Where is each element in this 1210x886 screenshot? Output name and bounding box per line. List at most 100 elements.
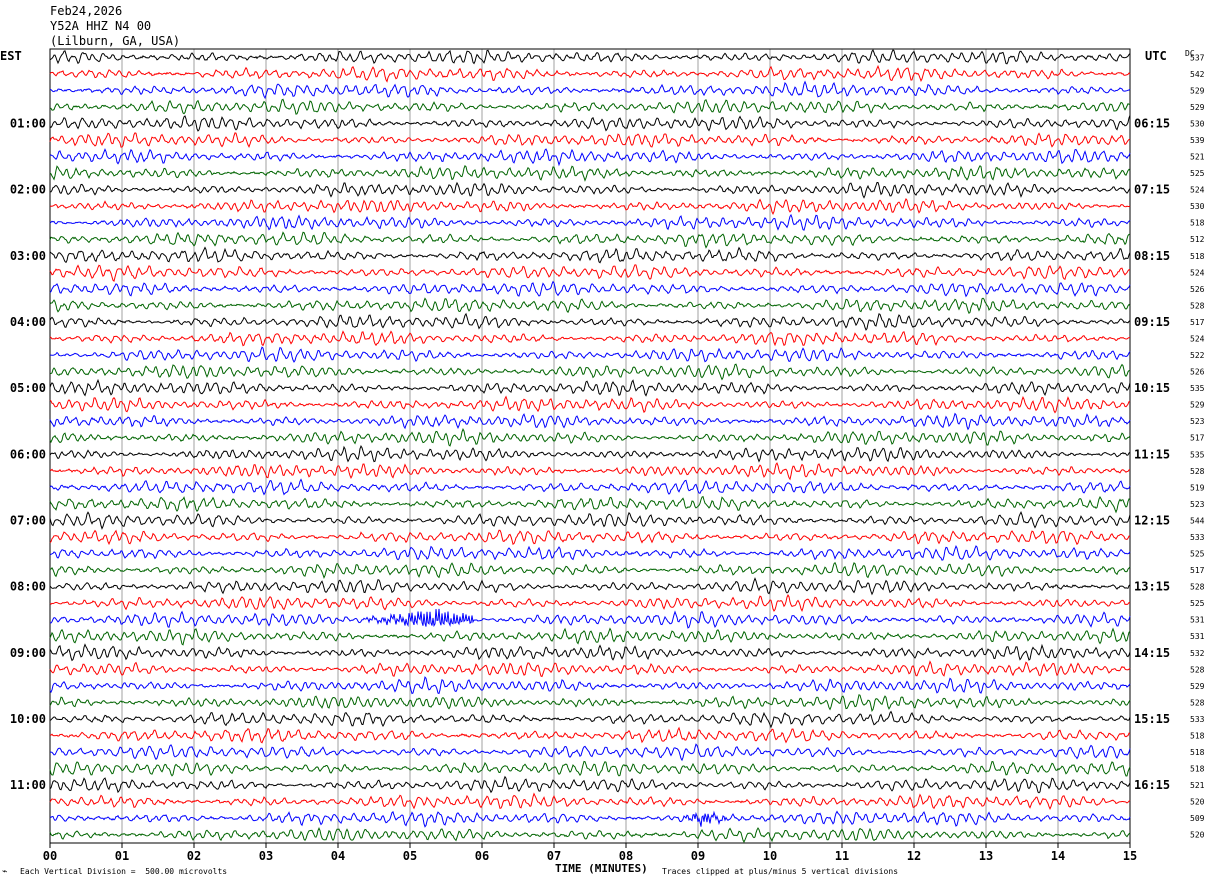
dc-offset-label: 523 <box>1190 500 1205 509</box>
seismic-trace <box>49 198 1131 216</box>
seismic-trace <box>49 627 1131 646</box>
dc-offset-label: 528 <box>1190 583 1205 592</box>
left-hour-label: 04:00 <box>10 315 46 329</box>
seismic-trace <box>49 710 1131 729</box>
dc-offset-label: 533 <box>1190 533 1205 542</box>
dc-offset-label: 529 <box>1190 86 1205 95</box>
dc-offset-label: 526 <box>1190 285 1205 294</box>
left-hour-label: 05:00 <box>10 381 46 395</box>
seismic-trace <box>49 810 1131 828</box>
dc-offset-label: 520 <box>1190 831 1205 840</box>
dc-offset-label: 528 <box>1190 698 1205 707</box>
seismic-trace <box>49 676 1131 695</box>
seismic-trace <box>49 412 1131 431</box>
dc-offset-label: 509 <box>1190 814 1205 823</box>
x-tick-label: 09 <box>691 849 705 863</box>
seismic-trace <box>49 246 1131 264</box>
dc-offset-label: 542 <box>1190 70 1205 79</box>
right-hour-label: 06:15 <box>1134 116 1170 130</box>
seismic-trace <box>49 826 1131 843</box>
right-hour-label: 14:15 <box>1134 646 1170 660</box>
x-tick-label: 05 <box>403 849 417 863</box>
seismic-trace <box>49 577 1131 596</box>
header-location: (Lilburn, GA, USA) <box>50 34 181 48</box>
dc-offset-label: 533 <box>1190 715 1205 724</box>
seismic-trace <box>49 495 1131 514</box>
dc-offset-label: 531 <box>1190 616 1205 625</box>
seismic-trace <box>49 510 1131 530</box>
dc-offset-header: DC <box>1185 49 1195 58</box>
dc-offset-label: 528 <box>1190 665 1205 674</box>
dc-offset-label: 526 <box>1190 368 1205 377</box>
seismic-trace <box>49 164 1131 182</box>
x-tick-label: 15 <box>1123 849 1137 863</box>
right-hour-label: 13:15 <box>1134 580 1170 594</box>
dc-offset-label: 518 <box>1190 748 1205 757</box>
right-hour-label: 12:15 <box>1134 513 1170 527</box>
x-tick-label: 08 <box>619 849 633 863</box>
right-hour-label: 09:15 <box>1134 315 1170 329</box>
seismic-trace <box>50 363 1130 381</box>
left-hour-label: 09:00 <box>10 646 46 660</box>
dc-offset-label: 517 <box>1190 434 1205 443</box>
dc-offset-label: 522 <box>1190 351 1205 360</box>
seismic-trace <box>49 181 1131 199</box>
header-date: Feb24,2026 <box>50 4 123 18</box>
dc-offset-label: 524 <box>1190 334 1205 343</box>
seismic-trace <box>49 462 1131 481</box>
seismic-trace <box>49 775 1131 794</box>
x-tick-label: 10 <box>763 849 777 863</box>
seismic-trace <box>49 115 1131 132</box>
left-hour-label: 10:00 <box>10 712 46 726</box>
right-hour-label: 08:15 <box>1134 249 1170 263</box>
seismic-trace <box>49 478 1131 496</box>
dc-offset-label: 523 <box>1190 417 1205 426</box>
header-station: Y52A HHZ N4 00 <box>50 19 152 33</box>
dc-offset-label: 528 <box>1190 301 1205 310</box>
left-hour-label: 06:00 <box>10 447 46 461</box>
left-hour-label: 02:00 <box>10 183 46 197</box>
dc-offset-label: 520 <box>1190 798 1205 807</box>
left-hour-label: 03:00 <box>10 249 46 263</box>
dc-offset-label: 525 <box>1190 550 1205 559</box>
seismic-trace <box>49 660 1131 678</box>
right-hour-label: 10:15 <box>1134 381 1170 395</box>
x-axis-label: TIME (MINUTES) <box>555 862 648 875</box>
dc-offset-label: 517 <box>1190 566 1205 575</box>
dc-offset-label: 532 <box>1190 649 1205 658</box>
seismic-trace <box>49 231 1130 249</box>
seismic-trace <box>49 643 1131 662</box>
dc-offset-label: 524 <box>1190 186 1205 195</box>
dc-offset-label: 519 <box>1190 483 1205 492</box>
seismic-trace <box>49 49 1131 65</box>
seismic-trace <box>49 694 1131 713</box>
seismic-trace <box>49 98 1131 115</box>
seismic-trace <box>50 346 1131 363</box>
seismic-trace <box>49 330 1130 347</box>
x-tick-label: 11 <box>835 849 849 863</box>
x-tick-label: 02 <box>187 849 201 863</box>
x-tick-label: 04 <box>331 849 345 863</box>
seismic-trace <box>49 544 1131 561</box>
seismic-trace <box>49 312 1131 331</box>
seismic-trace <box>50 726 1131 744</box>
seismic-trace <box>49 444 1131 463</box>
left-timezone-label: EST <box>0 49 22 63</box>
seismic-trace <box>49 378 1131 397</box>
seismic-trace <box>49 280 1131 298</box>
dc-offset-label: 517 <box>1190 318 1205 327</box>
dc-offset-label: 518 <box>1190 252 1205 261</box>
dc-offset-label: 530 <box>1190 119 1205 128</box>
dc-offset-label: 530 <box>1190 202 1205 211</box>
seismic-trace <box>49 395 1131 414</box>
seismic-trace <box>49 608 1131 629</box>
dc-offset-label: 525 <box>1190 169 1205 178</box>
dc-offset-label: 531 <box>1190 632 1205 641</box>
dc-offset-label: 544 <box>1190 516 1205 525</box>
dc-offset-label: 518 <box>1190 765 1205 774</box>
right-hour-label: 07:15 <box>1134 183 1170 197</box>
x-tick-label: 14 <box>1051 849 1065 863</box>
x-tick-label: 06 <box>475 849 489 863</box>
scale-note: Each Vertical Division = 500.00 microvol… <box>20 867 228 876</box>
seismic-trace <box>49 529 1131 546</box>
